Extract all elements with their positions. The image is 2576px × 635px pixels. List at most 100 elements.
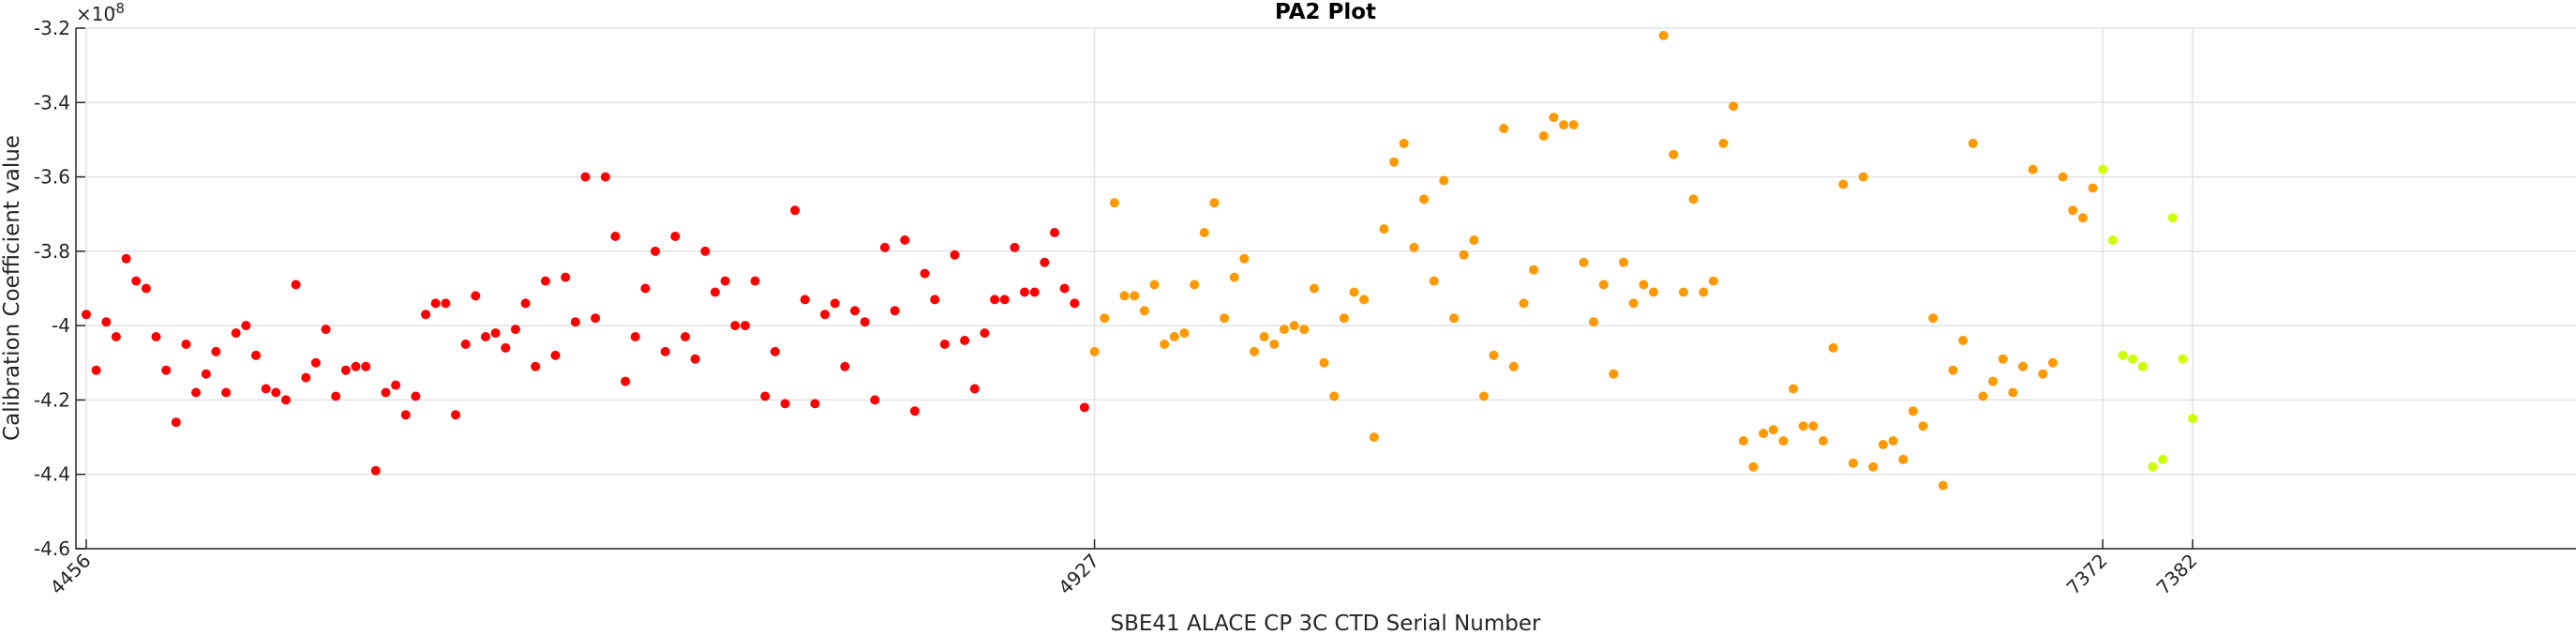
data-point: [2128, 354, 2138, 364]
data-point: [1778, 436, 1789, 446]
data-point: [1928, 313, 1939, 324]
data-point: [1729, 101, 1739, 112]
data-point: [660, 346, 670, 356]
data-point: [1838, 179, 1849, 189]
data-point: [1478, 391, 1489, 401]
data-point: [2058, 172, 2068, 182]
data-point: [141, 283, 151, 294]
data-point: [1319, 357, 1329, 368]
data-point: [1958, 336, 1969, 345]
data-point: [1998, 354, 2008, 364]
data-point: [1918, 421, 1928, 431]
data-point: [291, 280, 301, 290]
data-point: [201, 369, 211, 379]
y-tick-label: -3.2: [34, 17, 70, 39]
data-point: [331, 391, 341, 401]
data-point: [251, 350, 261, 360]
y-tick-label: -3.8: [34, 240, 70, 263]
data-point: [471, 291, 481, 301]
data-point: [1309, 283, 1319, 294]
data-point: [1139, 306, 1149, 316]
data-point: [1798, 421, 1808, 431]
data-point: [621, 376, 631, 386]
data-point: [1619, 257, 1628, 267]
data-point: [950, 249, 960, 260]
data-point: [310, 357, 321, 368]
data-point: [1808, 421, 1819, 431]
data-point: [1718, 138, 1729, 148]
data-point: [1898, 454, 1909, 464]
data-point: [1579, 257, 1589, 267]
data-point: [2137, 361, 2148, 371]
data-point: [82, 310, 91, 320]
x-tick-label: 7372: [2062, 550, 2112, 599]
data-point: [780, 399, 790, 409]
data-point: [1768, 425, 1778, 435]
data-point: [191, 387, 202, 398]
data-point: [2178, 354, 2188, 364]
data-point: [1089, 346, 1100, 356]
data-point: [370, 465, 381, 476]
data-point: [91, 365, 101, 375]
data-point: [1419, 194, 1429, 204]
data-point: [2158, 454, 2168, 464]
data-point: [690, 354, 700, 364]
data-point: [1289, 321, 1299, 331]
data-point: [790, 205, 801, 216]
y-axis-label: Calibration Coefficient value: [0, 135, 24, 441]
data-point: [2008, 387, 2018, 398]
data-point: [651, 246, 660, 256]
data-point: [1199, 228, 1209, 237]
grid-lines: [76, 27, 2576, 550]
data-point: [1639, 280, 1649, 290]
data-point: [1688, 194, 1699, 204]
y-tick-label: -3.6: [34, 166, 70, 189]
data-point: [1789, 384, 1798, 394]
data-point: [171, 417, 181, 428]
data-point: [351, 361, 361, 371]
data-point: [411, 391, 421, 401]
data-point: [1010, 242, 1020, 252]
data-point: [1029, 287, 1040, 297]
data-point: [2088, 183, 2098, 193]
data-point: [421, 310, 431, 320]
data-point: [1259, 332, 1269, 341]
data-point: [1938, 480, 1948, 491]
data-point: [980, 328, 990, 339]
data-point: [1708, 276, 1718, 286]
data-point: [1169, 332, 1179, 341]
data-point: [281, 395, 291, 405]
data-point: [600, 172, 610, 182]
data-point: [241, 321, 251, 331]
data-point: [400, 410, 411, 420]
data-point: [2118, 350, 2128, 360]
data-point: [1040, 257, 1050, 267]
y-exponent-base: ×10: [76, 3, 115, 25]
data-point: [909, 406, 920, 416]
data-points: [82, 30, 2197, 491]
data-point: [1828, 342, 1838, 353]
data-point: [1759, 429, 1769, 439]
data-point: [2018, 361, 2028, 371]
data-point: [1459, 249, 1469, 260]
plot-box: [75, 28, 2576, 550]
data-point: [740, 321, 750, 331]
data-point: [2068, 205, 2078, 216]
chart-title: PA2 Plot: [1275, 0, 1376, 24]
data-point: [1868, 461, 1879, 472]
data-point: [1379, 224, 1389, 234]
data-point: [591, 313, 601, 324]
data-point: [340, 365, 351, 375]
data-point: [939, 340, 950, 349]
data-point: [391, 380, 401, 390]
data-point: [271, 387, 281, 398]
data-point: [211, 346, 221, 356]
y-tick-label: -3.4: [34, 91, 70, 113]
data-point: [1100, 313, 1110, 324]
data-point: [301, 372, 311, 383]
data-point: [999, 295, 1010, 305]
data-point: [520, 298, 531, 309]
data-point: [1538, 131, 1549, 141]
data-point: [1648, 287, 1658, 297]
y-tick-label: -4: [52, 314, 70, 337]
